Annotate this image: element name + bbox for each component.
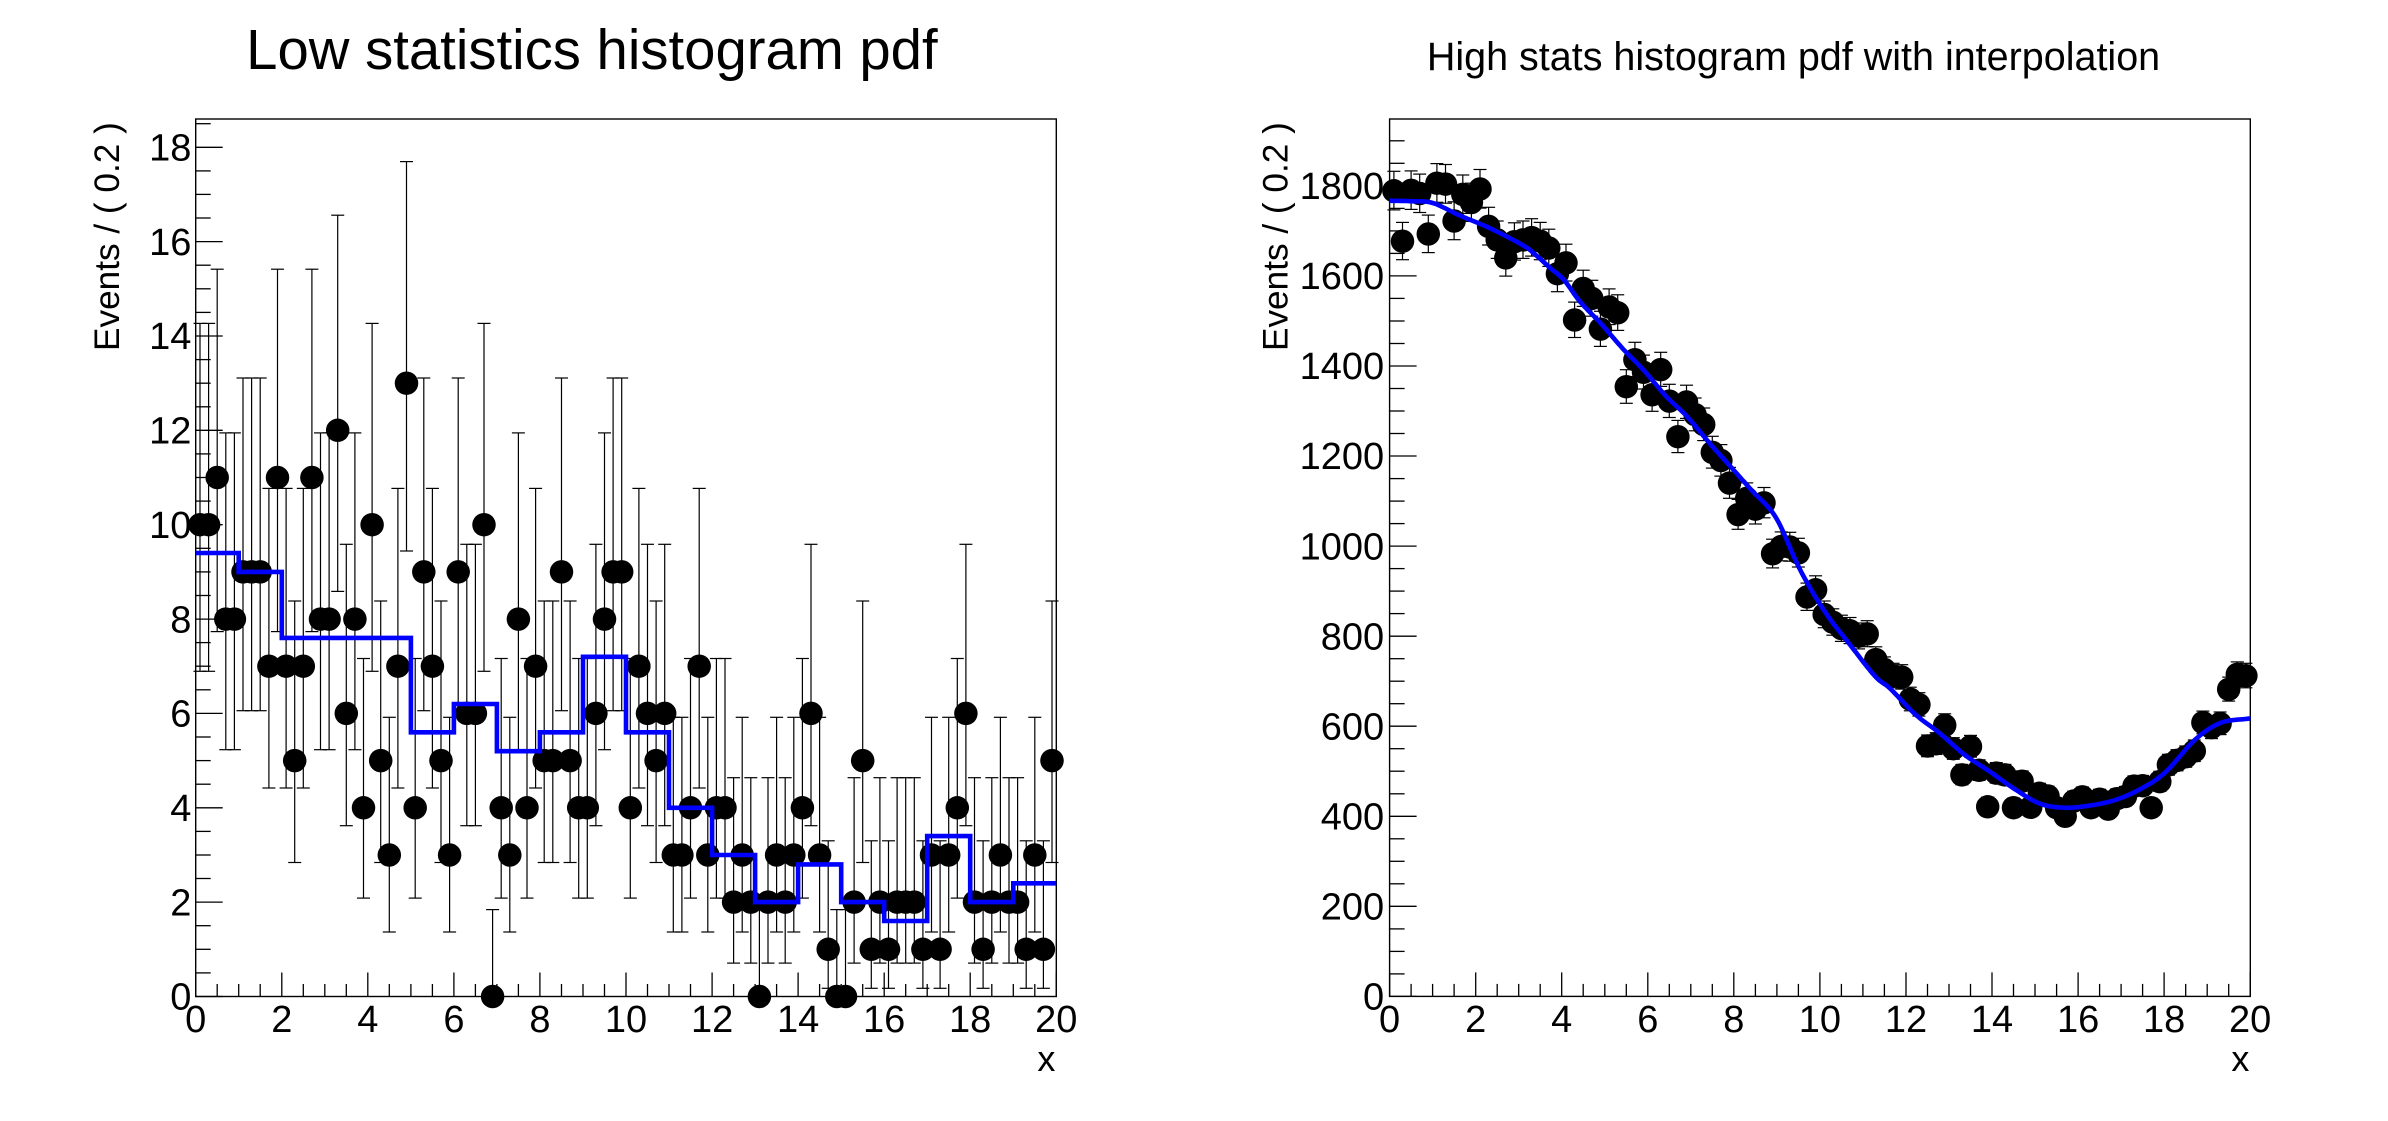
svg-text:1000: 1000 [1300,526,1385,568]
svg-text:4: 4 [357,999,378,1041]
svg-text:16: 16 [863,999,905,1041]
svg-text:18: 18 [149,128,191,170]
svg-text:4: 4 [170,788,191,830]
svg-text:Events / ( 0.2 ): Events / ( 0.2 ) [1257,122,1296,351]
svg-text:600: 600 [1321,706,1384,748]
svg-text:12: 12 [149,411,191,453]
svg-text:8: 8 [1723,999,1744,1041]
svg-text:400: 400 [1321,797,1384,839]
svg-text:20: 20 [1035,999,1077,1041]
svg-text:1400: 1400 [1300,346,1385,388]
svg-text:14: 14 [777,999,819,1041]
svg-text:12: 12 [1885,999,1927,1041]
svg-text:8: 8 [170,599,191,641]
svg-text:Events / ( 0.2 ): Events / ( 0.2 ) [88,122,127,351]
svg-text:4: 4 [1551,999,1572,1041]
svg-text:20: 20 [2229,999,2271,1041]
svg-text:2: 2 [170,882,191,924]
svg-text:2: 2 [271,999,292,1041]
svg-text:High stats histogram pdf with: High stats histogram pdf with interpolat… [1427,35,2160,79]
svg-text:200: 200 [1321,887,1384,929]
svg-text:1600: 1600 [1300,256,1385,298]
svg-text:6: 6 [443,999,464,1041]
svg-text:0: 0 [185,999,206,1041]
svg-text:1800: 1800 [1300,166,1385,208]
svg-text:16: 16 [2057,999,2099,1041]
svg-text:2: 2 [1465,999,1486,1041]
svg-text:14: 14 [149,316,191,358]
svg-text:0: 0 [170,977,191,1019]
svg-text:14: 14 [1971,999,2013,1041]
svg-text:6: 6 [1637,999,1658,1041]
svg-text:12: 12 [691,999,733,1041]
svg-text:18: 18 [2143,999,2185,1041]
svg-text:18: 18 [949,999,991,1041]
svg-text:10: 10 [1799,999,1841,1041]
svg-text:800: 800 [1321,616,1384,658]
svg-text:6: 6 [170,694,191,736]
svg-text:0: 0 [1379,999,1400,1041]
svg-text:8: 8 [529,999,550,1041]
svg-text:16: 16 [149,222,191,264]
svg-text:x: x [1037,1038,1055,1079]
svg-text:Low statistics histogram pdf: Low statistics histogram pdf [246,18,938,81]
svg-text:10: 10 [149,505,191,547]
svg-text:0: 0 [1363,977,1384,1019]
svg-text:1200: 1200 [1300,436,1385,478]
svg-text:10: 10 [605,999,647,1041]
svg-text:x: x [2231,1038,2249,1079]
